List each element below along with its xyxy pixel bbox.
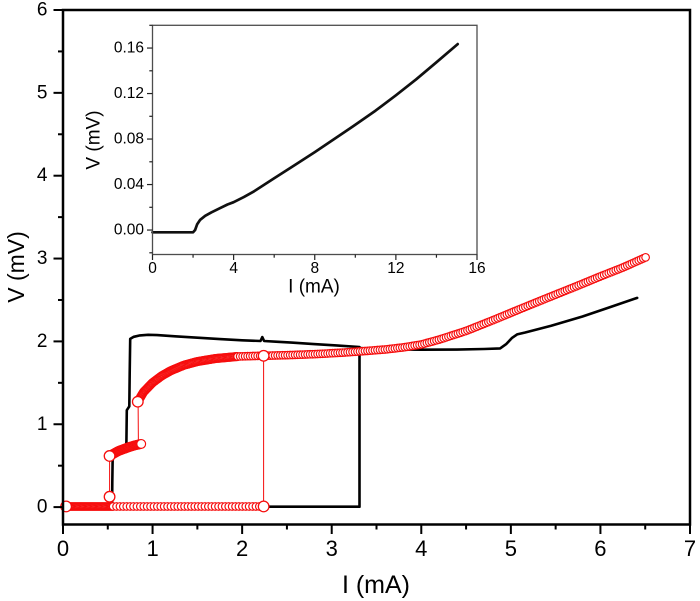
main-y-tick-label: 0 (37, 497, 48, 518)
inset-series (151, 42, 460, 234)
inset-plot: 0 4 8 12 16 0.00 0.04 0.08 0.12 0.16 (114, 24, 486, 277)
inset-y-tick-label: 0.00 (114, 222, 145, 239)
main-series (60, 252, 650, 513)
main-x-tick-label: 3 (326, 536, 338, 561)
main-y-tick-label: 5 (37, 82, 48, 103)
main-ticks (53, 9, 691, 534)
main-y-axis-title: V (mV) (3, 231, 29, 303)
main-x-tick-label: 5 (505, 536, 517, 561)
inset-y-tick-label: 0.12 (114, 85, 144, 102)
inset-y-axis-title: V (mV) (84, 110, 105, 169)
inset-y-tick-label: 0.16 (114, 40, 144, 57)
main-x-tick-label: 6 (594, 536, 606, 561)
main-y-tick-label: 6 (37, 0, 48, 21)
inset-tick-labels: 0 4 8 12 16 0.00 0.04 0.08 0.12 0.16 (114, 40, 486, 277)
inset-iv-curve (151, 42, 460, 234)
main-x-axis-title: I (mA) (342, 571, 410, 599)
main-y-tick-label: 3 (37, 248, 48, 269)
inset-x-tick-label: 12 (387, 260, 404, 277)
main-x-tick-label: 0 (57, 536, 69, 561)
inset-x-tick-label: 16 (468, 260, 485, 277)
inset-ticks (147, 24, 478, 260)
inset-x-tick-label: 0 (148, 260, 157, 277)
inset-x-axis-title: I (mA) (288, 277, 340, 298)
inset-x-tick-label: 8 (310, 260, 319, 277)
main-x-tick-label: 7 (684, 536, 696, 561)
inset-y-tick-label: 0.04 (114, 176, 145, 193)
main-y-tick-label: 4 (37, 165, 48, 186)
main-y-tick-label: 1 (37, 414, 48, 435)
main-y-tick-label: 2 (37, 331, 48, 352)
main-x-tick-label: 4 (415, 536, 427, 561)
inset-y-tick-label: 0.08 (114, 131, 144, 148)
inset-x-tick-label: 4 (229, 260, 238, 277)
main-x-tick-label: 1 (146, 536, 158, 561)
main-x-tick-label: 2 (236, 536, 248, 561)
red-upper-branch-rings (233, 252, 650, 361)
red-zero-branch-rings (108, 502, 268, 511)
